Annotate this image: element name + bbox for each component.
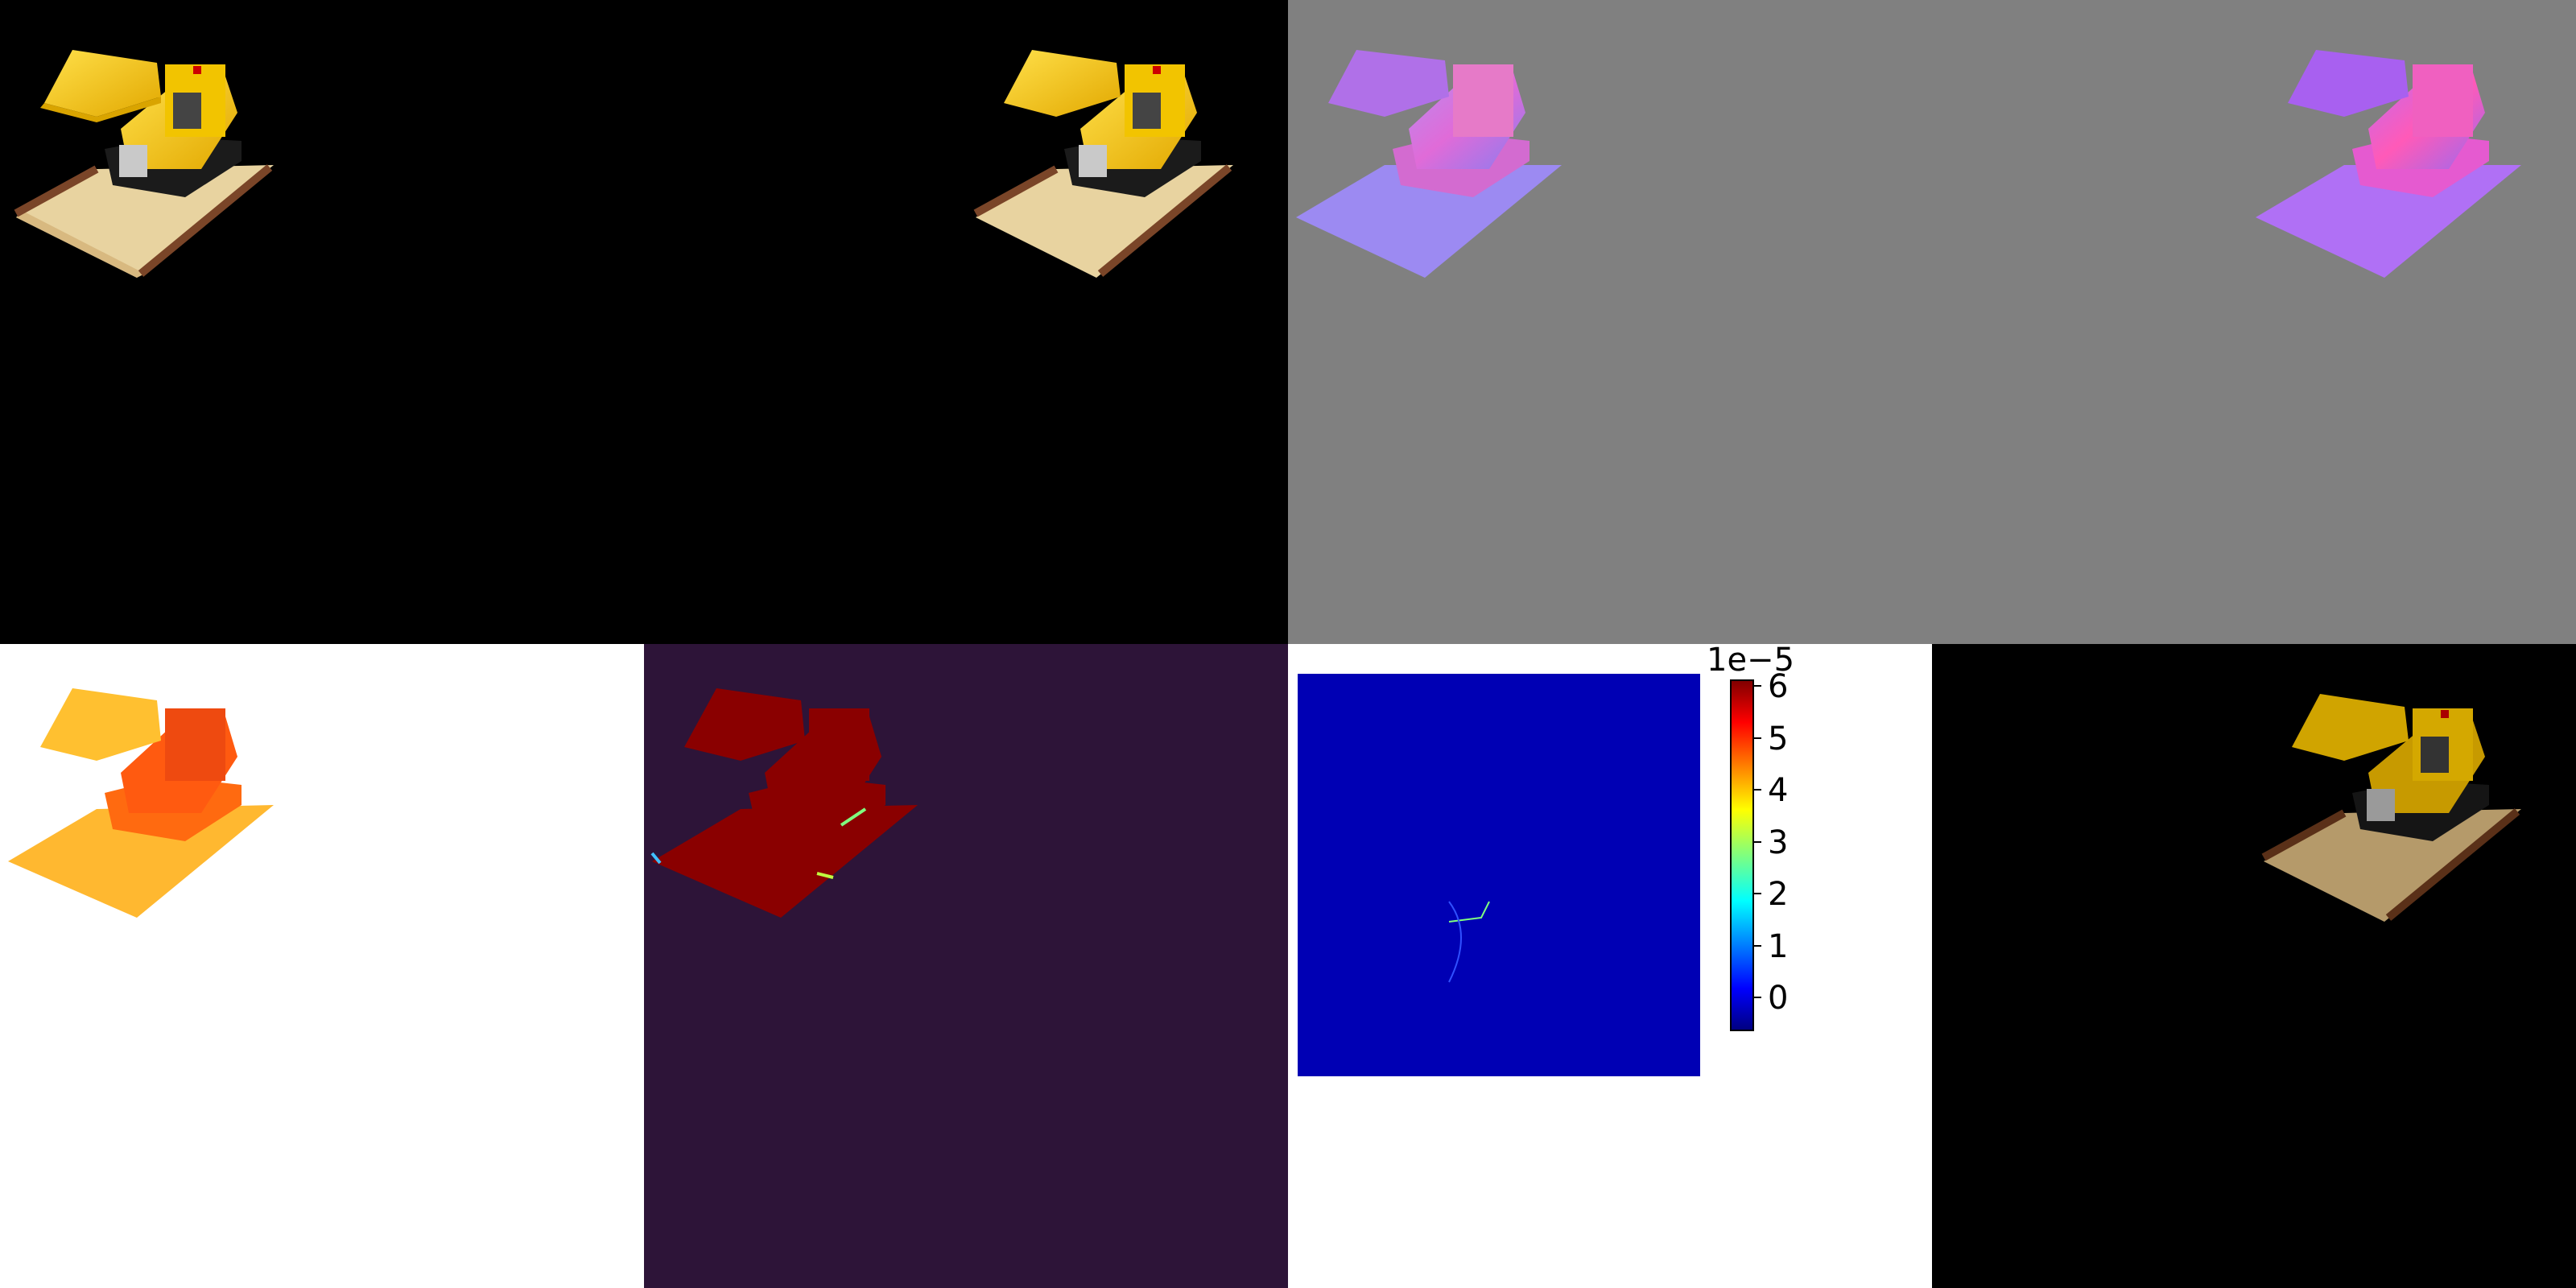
bulldozer-rgb-image <box>14 50 274 278</box>
panel-ground-truth-normals <box>1288 0 1932 644</box>
panel-error-map: 1e−5 6 5 4 3 2 1 0 <box>1288 644 1932 1288</box>
panel-predicted-normals <box>1932 0 2576 644</box>
panel-ground-truth-rgb <box>0 0 644 644</box>
colorbar-exponent-label: 1e−5 <box>1707 644 1794 679</box>
colorbar-tick-0: 0 <box>1768 980 1788 1017</box>
colorbar-tick-4: 4 <box>1768 772 1788 809</box>
colorbar-tick-5: 5 <box>1768 720 1788 758</box>
colorbar-ticks: 6 5 4 3 2 1 0 <box>1753 668 1788 1017</box>
bulldozer-normal-map <box>1296 50 1562 278</box>
error-map-figure: 1e−5 6 5 4 3 2 1 0 <box>1298 644 1794 1076</box>
colorbar-tick-6: 6 <box>1768 668 1788 705</box>
colorbar-tick-3: 3 <box>1768 824 1788 861</box>
bulldozer-heatmap <box>650 688 918 918</box>
bulldozer-rgb-render <box>973 50 1233 278</box>
bulldozer-predicted-normal-map <box>2256 50 2521 278</box>
error-heatmap <box>1298 674 1700 1076</box>
panel-rendered-rgb <box>644 0 1288 644</box>
bulldozer-depth-map <box>8 688 274 918</box>
panel-depth-map <box>0 644 644 1288</box>
panel-relit-rgb <box>1932 644 2576 1288</box>
panel-heatmap-map <box>644 644 1288 1288</box>
bulldozer-relit-render <box>2261 694 2521 922</box>
colorbar-tick-2: 2 <box>1768 876 1788 913</box>
colorbar-tick-1: 1 <box>1768 928 1788 965</box>
colorbar <box>1730 679 1754 1031</box>
